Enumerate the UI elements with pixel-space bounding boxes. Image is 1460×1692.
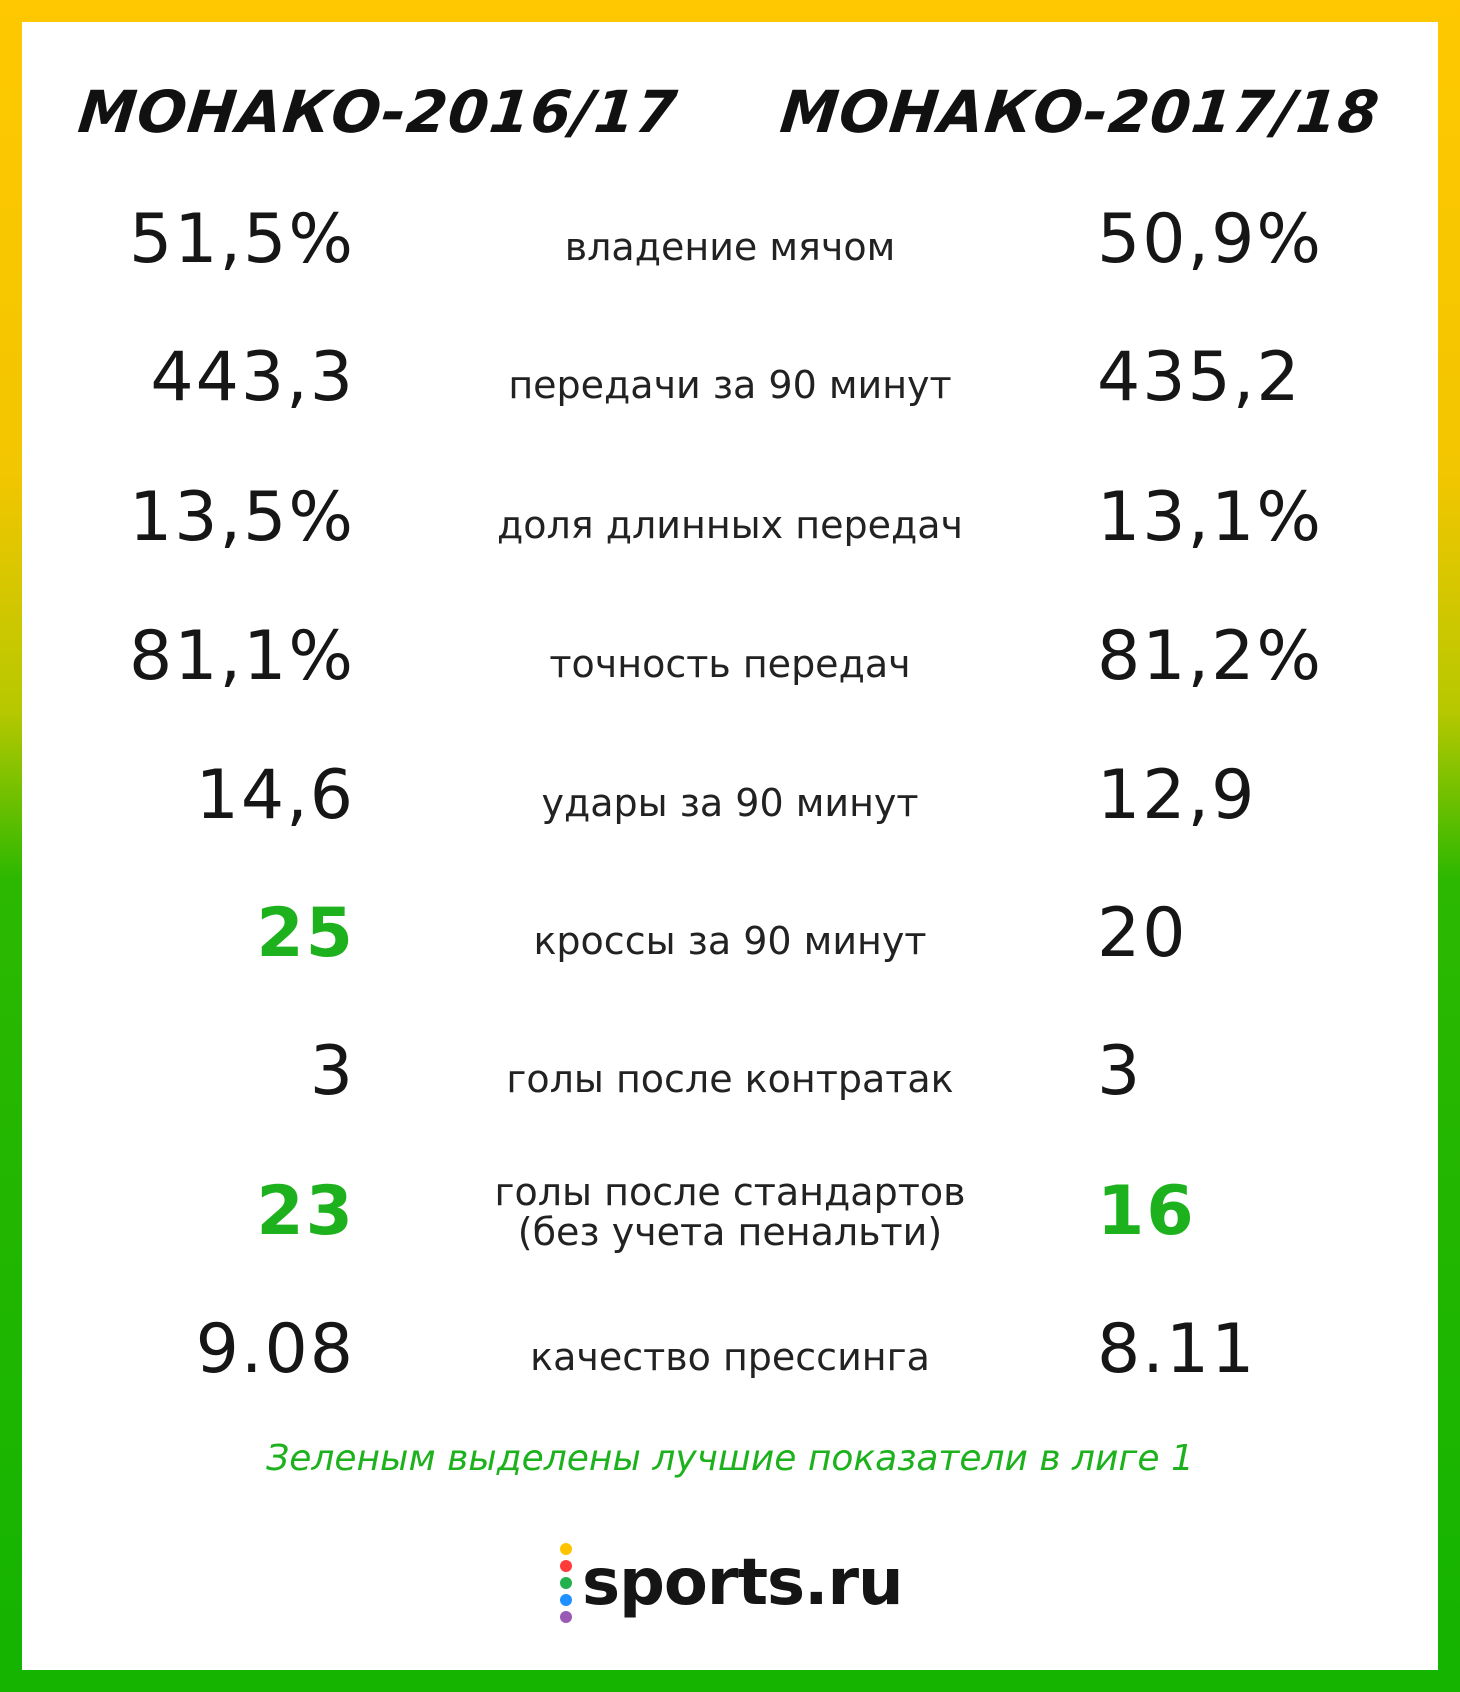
stat-label: голы после контратак	[440, 1012, 1020, 1132]
stat-label-text: голы после контратак	[506, 1057, 954, 1101]
stat-row-setpiece-goals: 23 голы после стандартов (без учета пена…	[0, 1152, 1460, 1272]
logo-text: sports.ru	[582, 1546, 904, 1620]
stat-right-value: 50,9%	[1097, 200, 1324, 279]
logo-dot	[560, 1543, 572, 1555]
stat-label: владение мячом	[440, 180, 1020, 300]
stat-label-text: точность передач	[549, 642, 911, 686]
stat-left-value: 25	[256, 894, 355, 973]
stat-left-value: 13,5%	[128, 478, 355, 557]
stat-label-text: удары за 90 минут	[541, 781, 919, 825]
stat-right-value: 12,9	[1097, 756, 1257, 835]
stat-row-passes: 443,3 передачи за 90 минут 435,2	[0, 318, 1460, 438]
stat-label-text: передачи за 90 минут	[508, 363, 952, 407]
stat-row-pressing: 9.08 качество прессинга 8.11	[0, 1290, 1460, 1410]
stat-label-subtext: (без учета пенальти)	[517, 1210, 943, 1254]
stat-right-value: 16	[1097, 1172, 1196, 1251]
stat-label: точность передач	[440, 597, 1020, 717]
stat-right-value: 81,2%	[1097, 617, 1324, 696]
stat-label-text: доля длинных передач	[496, 503, 963, 547]
card-background	[22, 22, 1438, 1670]
stat-label: передачи за 90 минут	[440, 318, 1020, 438]
stat-row-pass-accuracy: 81,1% точность передач 81,2%	[0, 597, 1460, 717]
logo-dot	[560, 1577, 572, 1589]
stat-label-text: кроссы за 90 минут	[533, 919, 927, 963]
stat-left-value: 443,3	[150, 338, 355, 417]
stat-left-value: 23	[256, 1172, 355, 1251]
stat-row-crosses: 25 кроссы за 90 минут 20	[0, 874, 1460, 994]
stat-right-value: 20	[1097, 894, 1188, 973]
stat-left-value: 3	[309, 1032, 355, 1111]
season-title-right: МОНАКО-2017/18	[777, 78, 1383, 146]
season-title-left: МОНАКО-2016/17	[75, 78, 681, 146]
stat-label: качество прессинга	[440, 1290, 1020, 1410]
logo-dots-icon	[560, 1543, 572, 1623]
logo-dot	[560, 1560, 572, 1572]
stat-row-shots: 14,6 удары за 90 минут 12,9	[0, 736, 1460, 856]
stat-label: доля длинных передач	[440, 458, 1020, 578]
stat-left-value: 9.08	[195, 1310, 355, 1389]
stat-left-value: 81,1%	[128, 617, 355, 696]
logo-dot	[560, 1611, 572, 1623]
stat-row-long-passes: 13,5% доля длинных передач 13,1%	[0, 458, 1460, 578]
stat-row-possession: 51,5% владение мячом 50,9%	[0, 180, 1460, 300]
stat-right-value: 435,2	[1097, 338, 1302, 417]
sports-ru-logo: sports.ru	[560, 1538, 904, 1628]
logo-dot	[560, 1594, 572, 1606]
stat-label: кроссы за 90 минут	[440, 874, 1020, 994]
stat-right-value: 3	[1097, 1032, 1143, 1111]
stat-label: удары за 90 минут	[440, 736, 1020, 856]
stat-label-text: голы после стандартов	[494, 1170, 966, 1214]
stat-left-value: 51,5%	[128, 200, 355, 279]
footnote: Зеленым выделены лучшие показатели в лиг…	[266, 1438, 1194, 1479]
stat-left-value: 14,6	[195, 756, 355, 835]
stat-right-value: 13,1%	[1097, 478, 1324, 557]
stat-label-text: качество прессинга	[530, 1335, 930, 1379]
stat-right-value: 8.11	[1097, 1310, 1257, 1389]
stat-label: голы после стандартов (без учета пенальт…	[440, 1152, 1020, 1272]
stat-row-counter-goals: 3 голы после контратак 3	[0, 1012, 1460, 1132]
stat-label-text: владение мячом	[564, 225, 896, 269]
